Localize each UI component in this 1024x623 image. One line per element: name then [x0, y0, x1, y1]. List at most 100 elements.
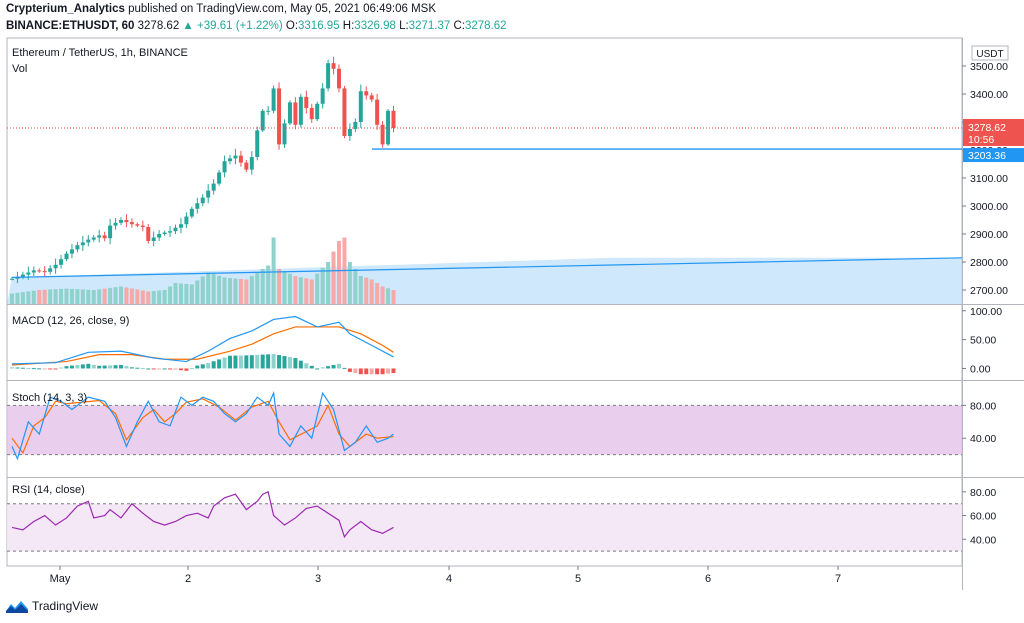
publish-text: published on TradingView.com, May 05, 20… [128, 3, 437, 15]
candle-body [189, 208, 194, 217]
macd-histogram-bar [102, 365, 107, 369]
tradingview-logo-icon [6, 601, 28, 613]
candle-body [266, 110, 271, 112]
volume-bar [91, 290, 96, 304]
candle-body [228, 158, 232, 162]
macd-histogram-bar [337, 363, 341, 369]
macd-histogram-bar [353, 368, 358, 374]
candle-body [140, 225, 145, 227]
volume-bar [20, 292, 25, 304]
macd-histogram-bar [320, 367, 325, 369]
macd-histogram-bar [233, 355, 238, 369]
macd-histogram-bar [293, 358, 298, 369]
volume-bar [244, 279, 249, 304]
candle-body [75, 245, 80, 250]
candle-body [151, 237, 156, 241]
rsi-tick-label: 80.00 [970, 487, 996, 499]
rsi-tick-label: 40.00 [970, 534, 996, 546]
grid: May 2 3 4 5 6 7 [6, 37, 1024, 590]
high-label: H: [342, 20, 355, 32]
volume-bar [298, 277, 303, 304]
candle-body [369, 95, 374, 100]
macd-histogram-bar [135, 367, 140, 369]
volume-bar [260, 269, 265, 304]
macd-histogram-bar [162, 368, 167, 370]
price-tick-label: 3000.00 [970, 201, 1008, 213]
candle-body [222, 161, 227, 173]
candle-body [64, 253, 69, 260]
author-name[interactable]: Crypterium_Analytics [6, 3, 125, 15]
macd-line [11, 315, 394, 365]
macd-histogram-bar [282, 356, 287, 369]
volume-bar [277, 269, 282, 304]
candle-body [358, 91, 363, 122]
macd-histogram-bar [140, 368, 145, 370]
stoch-tick-label: 80.00 [970, 400, 996, 412]
candle-body [271, 88, 276, 111]
macd-histogram-bar [309, 365, 314, 369]
candles[interactable] [10, 56, 396, 375]
candle-body [42, 271, 47, 273]
open-value: 3316.95 [298, 20, 340, 32]
candle-body [10, 278, 14, 280]
candle-body [91, 237, 96, 240]
candle-body [260, 110, 265, 131]
candle-body [255, 130, 260, 157]
countdown-label: 10:56 [968, 134, 994, 146]
volume-bar [364, 277, 369, 304]
macd-histogram-bar [157, 368, 162, 370]
price-tick-label: 3500.00 [970, 61, 1008, 73]
candle-body [233, 155, 238, 159]
macd-histogram-bar [211, 361, 216, 369]
last-price-tag-label: 3278.62 [968, 122, 1006, 134]
candle-body [238, 155, 243, 163]
macd-histogram-bar [315, 368, 320, 370]
tradingview-logo[interactable]: TradingView [6, 599, 98, 613]
candle-body [184, 216, 189, 225]
volume-bar [173, 283, 178, 304]
volume-bar [331, 251, 336, 304]
candle-body [86, 239, 91, 243]
volume-bar [233, 278, 238, 304]
volume-bar [119, 286, 123, 304]
macd-histogram-bar [91, 364, 96, 369]
low-value: 3271.37 [408, 20, 451, 32]
volume-bar [211, 274, 216, 304]
candle-body [124, 220, 129, 223]
volume-bar [271, 237, 276, 304]
macd-histogram-bar [364, 368, 369, 375]
macd-histogram-bar [244, 355, 249, 369]
volume-bar [124, 287, 129, 304]
volume-bar [80, 289, 85, 304]
macd-histogram-bar [347, 368, 352, 372]
volume-bar [157, 290, 162, 304]
candle-body [293, 102, 298, 125]
macd-histogram-bar [129, 367, 134, 369]
macd-histogram-bar [200, 364, 205, 369]
main-pane-title: Ethereum / TetherUS, 1h, BINANCE [12, 47, 188, 59]
candle-body [195, 203, 200, 209]
candle-body [80, 242, 85, 246]
stoch-tick-label: 40.00 [970, 433, 996, 445]
macd-histogram-bar [37, 368, 42, 370]
volume-bar [315, 273, 320, 304]
volume-label: Vol [12, 63, 27, 75]
candle-body [375, 99, 380, 125]
macd-histogram-bar [80, 364, 85, 369]
currency-label: USDT [976, 49, 1003, 60]
candle-body [113, 222, 118, 226]
candle-body [347, 129, 352, 136]
volume-bar [64, 288, 69, 304]
macd-histogram-bar [369, 368, 374, 375]
price-change: ▲ +39.61 (+1.22%) [182, 20, 283, 32]
candle-body [59, 259, 64, 265]
macd-histogram-bar [260, 354, 265, 369]
candle-body [97, 235, 102, 238]
candle-body [37, 270, 42, 272]
price-axis[interactable]: 3500.003400.003300.003200.003100.003000.… [962, 45, 1024, 546]
volume-bar [53, 289, 58, 304]
macd-histogram-bar [358, 368, 363, 375]
macd-histogram-bar [331, 365, 336, 369]
volume-bar [309, 279, 314, 304]
